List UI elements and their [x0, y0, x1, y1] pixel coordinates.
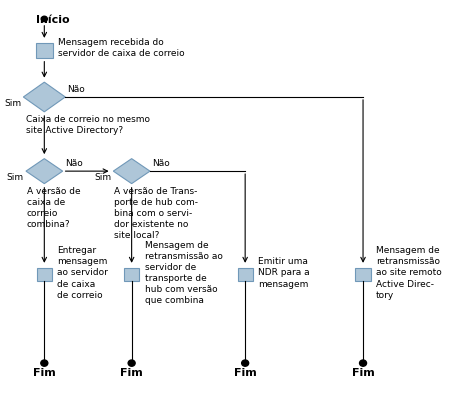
Text: Sim: Sim: [4, 99, 21, 108]
FancyBboxPatch shape: [124, 268, 139, 281]
Text: A versão de
caixa de
correio
combina?: A versão de caixa de correio combina?: [27, 187, 80, 229]
FancyBboxPatch shape: [36, 268, 52, 281]
Text: Fim: Fim: [233, 368, 256, 378]
Circle shape: [41, 360, 48, 366]
Circle shape: [241, 360, 248, 366]
Text: Fim: Fim: [351, 368, 374, 378]
FancyBboxPatch shape: [36, 43, 52, 58]
Text: Mensagem de
retransmissão
ao site remoto
Active Direc-
tory: Mensagem de retransmissão ao site remoto…: [375, 246, 441, 300]
Text: Não: Não: [67, 85, 85, 94]
Text: Sim: Sim: [7, 173, 24, 182]
Text: Início: Início: [35, 15, 69, 25]
Text: Não: Não: [65, 159, 82, 168]
Text: Entregar
mensagem
ao servidor
de caixa
de correio: Entregar mensagem ao servidor de caixa d…: [57, 246, 108, 300]
Text: Sim: Sim: [94, 173, 111, 182]
Text: Emitir uma
NDR para a
mensagem: Emitir uma NDR para a mensagem: [258, 257, 309, 288]
Text: Caixa de correio no mesmo
site Active Directory?: Caixa de correio no mesmo site Active Di…: [25, 115, 149, 135]
Polygon shape: [26, 159, 62, 184]
Circle shape: [128, 360, 135, 366]
Text: A versão de Trans-
porte de hub com-
bina com o servi-
dor existente no
site loc: A versão de Trans- porte de hub com- bin…: [114, 187, 198, 240]
Circle shape: [359, 360, 366, 366]
Polygon shape: [113, 159, 150, 184]
Text: Mensagem recebida do
servidor de caixa de correio: Mensagem recebida do servidor de caixa d…: [58, 38, 184, 58]
Circle shape: [41, 16, 47, 22]
Text: Mensagem de
retransmissão ao
servidor de
transporte de
hub com versão
que combin: Mensagem de retransmissão ao servidor de…: [144, 241, 222, 305]
Polygon shape: [23, 82, 65, 112]
Text: Fim: Fim: [120, 368, 143, 378]
FancyBboxPatch shape: [237, 268, 252, 281]
Text: Fim: Fim: [33, 368, 56, 378]
FancyBboxPatch shape: [354, 268, 370, 281]
Text: Não: Não: [152, 159, 170, 168]
